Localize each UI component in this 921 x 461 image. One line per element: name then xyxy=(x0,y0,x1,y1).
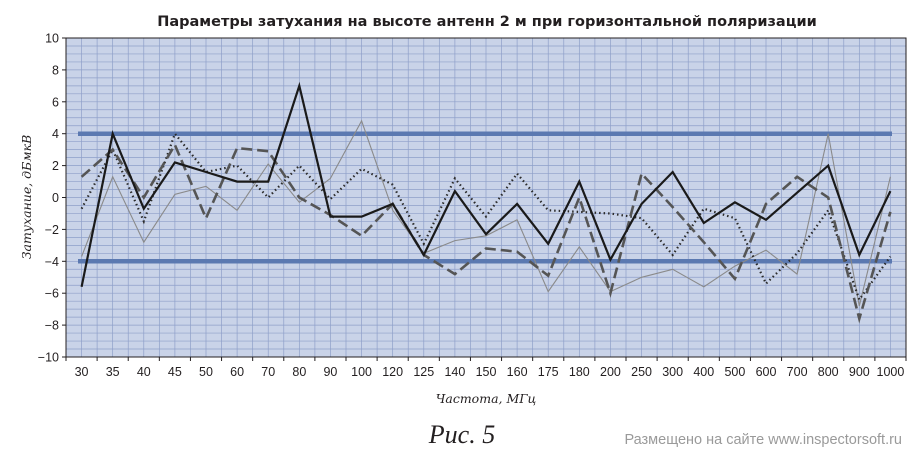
y-tick-label: 4 xyxy=(52,127,59,141)
plot-area xyxy=(65,37,907,358)
y-tick-label: −4 xyxy=(45,255,59,269)
figure-caption: Рис. 5 xyxy=(428,420,495,449)
y-tick-label: 8 xyxy=(52,63,59,77)
y-tick-label: −6 xyxy=(45,287,59,301)
x-tick-label: 300 xyxy=(662,365,683,379)
x-tick-label: 45 xyxy=(168,365,182,379)
chart-title: Параметры затухания на высоте антенн 2 м… xyxy=(157,14,817,30)
x-tick-label: 90 xyxy=(323,365,337,379)
x-tick-label: 200 xyxy=(600,365,621,379)
x-tick-label: 900 xyxy=(849,365,870,379)
x-tick-label: 140 xyxy=(444,365,465,379)
x-tick-label: 40 xyxy=(137,365,151,379)
x-tick-label: 35 xyxy=(106,365,120,379)
x-tick-label: 30 xyxy=(75,365,89,379)
threshold-lines xyxy=(78,131,892,264)
x-tick-label: 700 xyxy=(787,365,808,379)
x-tick-label: 80 xyxy=(292,365,306,379)
x-tick-label: 175 xyxy=(538,365,559,379)
x-tick-label: 250 xyxy=(631,365,652,379)
y-axis-label: Затухание, дБмкВ xyxy=(19,135,34,260)
y-tick-label: −10 xyxy=(38,351,59,365)
x-axis-ticks: 30 35 40 45 50 60 70 80 90 100 120 125 140 150 160 175 1… xyxy=(65,357,907,379)
x-tick-label: 1000 xyxy=(877,365,905,379)
y-axis-ticks: 10 8 6 4 2 0 −2 −4 −6 −8 −10 xyxy=(38,32,66,365)
x-tick-label: 160 xyxy=(507,365,528,379)
x-tick-label: 500 xyxy=(724,365,745,379)
y-tick-label: −8 xyxy=(45,319,59,333)
watermark: Размещено на сайте www.inspectorsoft.ru xyxy=(624,432,902,448)
series-group xyxy=(80,81,892,324)
series-line-dashed xyxy=(80,142,892,324)
x-tick-label: 150 xyxy=(476,365,497,379)
y-tick-label: 10 xyxy=(45,32,59,46)
x-tick-label: 60 xyxy=(230,365,244,379)
x-tick-label: 50 xyxy=(199,365,213,379)
y-tick-label: 0 xyxy=(52,191,59,205)
y-tick-label: −2 xyxy=(45,223,59,237)
series-line-solid xyxy=(80,81,892,288)
x-tick-label: 100 xyxy=(351,365,372,379)
x-tick-label: 800 xyxy=(818,365,839,379)
x-tick-label: 120 xyxy=(382,365,403,379)
grid-lines xyxy=(66,37,906,358)
x-tick-label: 180 xyxy=(569,365,590,379)
x-tick-label: 70 xyxy=(261,365,275,379)
x-tick-label: 125 xyxy=(413,365,434,379)
series-line-dotted xyxy=(80,131,892,302)
y-tick-label: 6 xyxy=(52,95,59,109)
x-tick-label: 400 xyxy=(693,365,714,379)
x-tick-label: 600 xyxy=(756,365,777,379)
x-axis-label: Частота, МГц xyxy=(436,391,537,406)
y-tick-label: 2 xyxy=(52,159,59,173)
